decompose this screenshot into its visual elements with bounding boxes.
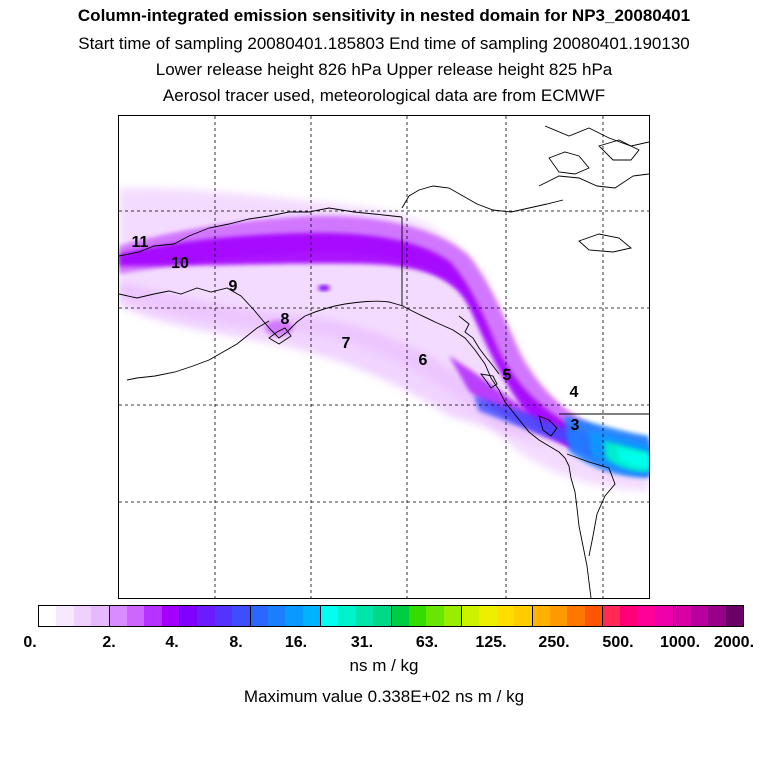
colorbar-tick-label: 1000. bbox=[659, 634, 701, 651]
maximum-value-text: Maximum value 0.338E+02 ns m / kg bbox=[243, 687, 525, 706]
colorbar-segment bbox=[725, 606, 743, 626]
colorbar-segment bbox=[144, 606, 162, 626]
colorbar-segment bbox=[214, 606, 233, 626]
colorbar-tick-label: 125. bbox=[475, 634, 507, 651]
trajectory-label-5: 5 bbox=[502, 367, 512, 384]
colorbar-segment bbox=[672, 606, 691, 626]
colorbar-segment bbox=[443, 606, 461, 626]
trajectory-label-8: 8 bbox=[280, 311, 290, 328]
graticule bbox=[119, 116, 649, 598]
trajectory-label-11: 11 bbox=[131, 234, 149, 251]
colorbar-segment bbox=[584, 606, 602, 626]
colorbar-segment bbox=[126, 606, 145, 626]
colorbar-segment bbox=[39, 606, 57, 626]
colorbar-segment bbox=[232, 606, 250, 626]
release-height-line: Lower release height 826 hPa Upper relea… bbox=[155, 60, 613, 79]
colorbar-tick-label: 8. bbox=[229, 634, 243, 651]
map-canvas bbox=[119, 116, 649, 598]
colorbar-tick-label: 0. bbox=[23, 634, 37, 651]
colorbar-segment bbox=[531, 606, 550, 626]
trajectory-label-7: 7 bbox=[341, 335, 351, 352]
colorbar-segment bbox=[655, 606, 673, 626]
colorbar-segment bbox=[249, 606, 268, 626]
colorbar-segment bbox=[355, 606, 374, 626]
colorbar-tick-label: 500. bbox=[602, 634, 634, 651]
colorbar-tick-label: 63. bbox=[415, 634, 439, 651]
colorbar-segment bbox=[320, 606, 339, 626]
colorbar-segment bbox=[91, 606, 109, 626]
trajectory-label-9: 9 bbox=[228, 278, 238, 295]
colorbar-segment bbox=[408, 606, 427, 626]
colorbar-segment bbox=[426, 606, 444, 626]
colorbar-segment bbox=[161, 606, 179, 626]
colorbar-tick-label: 16. bbox=[284, 634, 308, 651]
colorbar-segment bbox=[302, 606, 320, 626]
colorbar-tick-label: 4. bbox=[165, 634, 179, 651]
coastlines bbox=[119, 125, 649, 598]
colorbar-segment bbox=[267, 606, 286, 626]
colorbar-segment bbox=[197, 606, 215, 626]
colorbar-segment bbox=[73, 606, 92, 626]
sensitivity-plume bbox=[119, 187, 649, 491]
colorbar-segment bbox=[602, 606, 621, 626]
colorbar-segment bbox=[285, 606, 303, 626]
sampling-time-line: Start time of sampling 20080401.185803 E… bbox=[78, 34, 690, 53]
colorbar-tick-label: 31. bbox=[350, 634, 374, 651]
colorbar-tick-label: 2. bbox=[102, 634, 116, 651]
colorbar-segment bbox=[461, 606, 480, 626]
plot-title: Column-integrated emission sensitivity i… bbox=[77, 6, 691, 25]
trajectory-label-10: 10 bbox=[171, 255, 189, 272]
trajectory-label-6: 6 bbox=[418, 352, 428, 369]
colorbar-units: ns m / kg bbox=[349, 656, 419, 675]
colorbar-segment bbox=[620, 606, 638, 626]
trajectory-label-4: 4 bbox=[569, 384, 579, 401]
colorbar-segment bbox=[708, 606, 726, 626]
colorbar-tick-label: 2000. bbox=[713, 634, 755, 651]
colorbar-tick-label: 250. bbox=[538, 634, 570, 651]
colorbar-segment bbox=[479, 606, 497, 626]
colorbar-segment bbox=[338, 606, 356, 626]
colorbar-segment bbox=[108, 606, 127, 626]
colorbar-segment bbox=[179, 606, 198, 626]
colorbar-segment bbox=[373, 606, 391, 626]
colorbar-segment bbox=[549, 606, 568, 626]
colorbar-segment bbox=[514, 606, 532, 626]
colorbar-segment bbox=[390, 606, 409, 626]
colorbar-segment bbox=[56, 606, 74, 626]
map-panel: 11 10 9 8 7 6 5 4 3 bbox=[118, 115, 650, 599]
tracer-info-line: Aerosol tracer used, meteorological data… bbox=[162, 86, 606, 105]
colorbar-segment bbox=[567, 606, 585, 626]
colorbar-segment bbox=[690, 606, 709, 626]
colorbar-segment bbox=[496, 606, 515, 626]
colorbar bbox=[38, 605, 744, 627]
trajectory-label-3: 3 bbox=[570, 417, 580, 434]
colorbar-segment bbox=[637, 606, 656, 626]
